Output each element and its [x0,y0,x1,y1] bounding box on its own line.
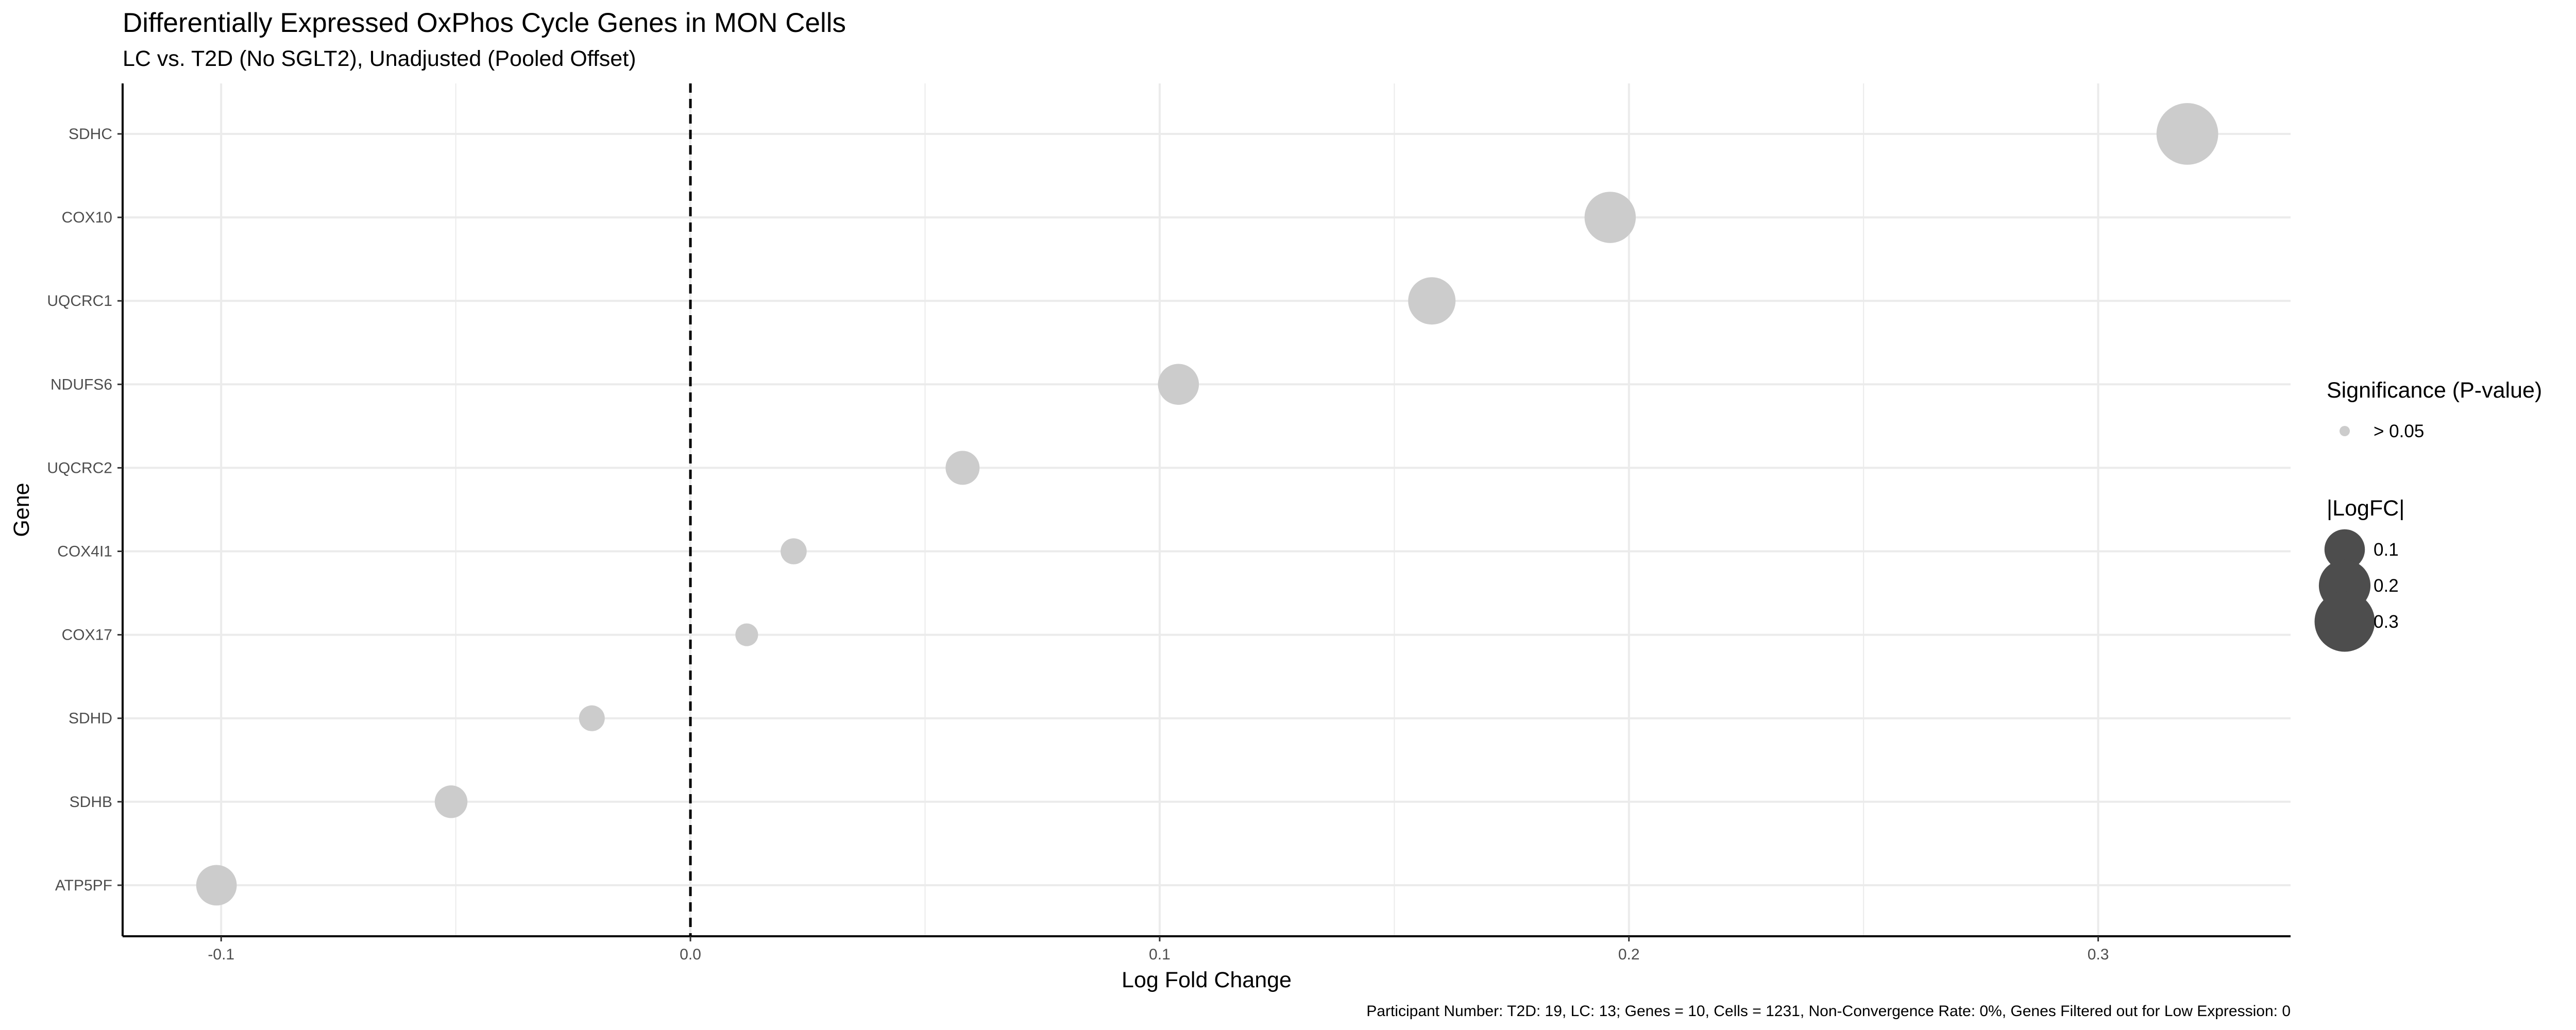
point-ndufs6 [1158,364,1199,405]
y-tick-label: COX10 [62,209,112,226]
point-cox17 [735,623,758,646]
legend: Significance (P-value) > 0.05 |LogFC| 0.… [2314,378,2542,652]
point-atp5pf [196,865,237,906]
point-cox4i1 [781,538,807,564]
legend-size-label: 0.3 [2374,612,2399,632]
legend-size-key [2314,591,2375,652]
legend-size-label: 0.2 [2374,576,2399,596]
point-uqcrc1 [1408,277,1456,325]
point-sdhc [2156,103,2218,165]
x-axis-ticks: -0.1 0.0 0.1 0.2 0.3 [208,936,2109,963]
legend-color-title: Significance (P-value) [2327,378,2542,403]
legend-color-label: > 0.05 [2374,421,2424,441]
chart-title: Differentially Expressed OxPhos Cycle Ge… [123,8,846,38]
legend-color-key [2340,426,2350,436]
chart-subtitle: LC vs. T2D (No SGLT2), Unadjusted (Poole… [123,46,636,71]
point-sdhd [579,705,605,731]
y-tick-label: NDUFS6 [50,376,112,393]
data-points [196,103,2218,906]
legend-color-entries: > 0.05 [2340,421,2424,441]
y-tick-label: COX4I1 [57,543,112,560]
x-tick-label: -0.1 [208,946,234,963]
grid [123,83,2291,936]
legend-size-title: |LogFC| [2327,496,2404,521]
legend-size-label: 0.1 [2374,540,2399,560]
y-tick-label: UQCRC1 [47,293,112,310]
x-tick-label: 0.2 [1618,946,1640,963]
point-sdhb [434,785,468,818]
y-tick-label: ATP5PF [55,877,112,894]
y-tick-label: SDHD [69,710,112,727]
legend-size-key [2324,529,2365,570]
y-axis-title: Gene [9,483,34,537]
x-tick-label: 0.1 [1149,946,1171,963]
x-tick-label: 0.0 [680,946,701,963]
point-cox10 [1584,192,1636,243]
y-tick-label: COX17 [62,627,112,644]
y-tick-label: SDHB [70,794,112,811]
y-tick-label: SDHC [69,126,112,143]
x-tick-label: 0.3 [2088,946,2109,963]
legend-size-entries: 0.1 0.2 0.3 [2314,529,2399,652]
y-tick-label: UQCRC2 [47,459,112,476]
y-axis-ticks: SDHC COX10 UQCRC1 NDUFS6 UQCRC2 COX4I1 COX17 SD… [47,126,123,894]
point-uqcrc2 [945,451,980,485]
chart-caption: Participant Number: T2D: 19, LC: 13; Gen… [1366,1003,2291,1020]
x-axis-title: Log Fold Change [1122,968,1292,992]
